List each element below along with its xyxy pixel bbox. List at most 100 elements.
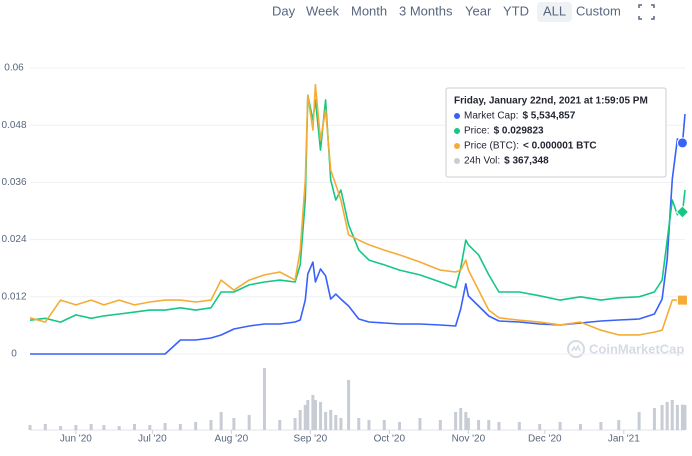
tooltip-value: $ 367,348 — [504, 156, 549, 167]
volume-bar — [313, 399, 317, 430]
range-button[interactable]: 3 Months — [399, 3, 453, 18]
volume-bar — [232, 417, 236, 430]
volume-bar — [382, 419, 386, 430]
tooltip-title: Friday, January 22nd, 2021 at 1:59:05 PM — [454, 96, 648, 107]
range-button[interactable]: Year — [465, 3, 492, 18]
volume-bar — [132, 423, 136, 430]
y-tick-label: 0 — [11, 349, 17, 360]
volume-bar — [293, 417, 297, 430]
volume-bar — [74, 424, 78, 430]
volume-bar — [329, 409, 333, 430]
volume-bar — [89, 423, 93, 430]
range-button[interactable]: Day — [272, 3, 296, 18]
tooltip-label: Price (BTC): — [464, 141, 519, 152]
x-tick-label: Nov '20 — [452, 434, 486, 445]
y-tick-label: 0.06 — [4, 63, 24, 74]
volume-bar — [247, 414, 251, 430]
volume-bar — [418, 417, 422, 430]
volume-bar — [163, 422, 167, 430]
x-tick-label: Jun '20 — [60, 434, 92, 445]
tooltip-dot — [454, 143, 460, 149]
range-button[interactable]: Month — [351, 3, 387, 18]
watermark: CoinMarketCap — [567, 340, 684, 358]
volume-bar — [670, 399, 674, 430]
selected-button-bg — [537, 2, 573, 22]
volume-bar — [517, 421, 521, 430]
volume-bar — [464, 411, 468, 430]
watermark-text: CoinMarketCap — [589, 341, 684, 356]
volume-bar — [303, 404, 307, 430]
volume-bar — [357, 417, 361, 430]
tooltip-box — [445, 87, 667, 178]
range-button[interactable]: Custom — [576, 3, 621, 18]
tooltip: Friday, January 22nd, 2021 at 1:59:05 PM… — [445, 87, 667, 178]
volume-bar — [579, 423, 583, 430]
fullscreen-icon[interactable] — [638, 4, 655, 20]
tooltip-dot — [454, 158, 460, 164]
range-button[interactable]: YTD — [503, 3, 529, 18]
x-tick-label: Sep '20 — [294, 434, 328, 445]
volume-bar — [298, 409, 302, 430]
volume-bar — [59, 425, 63, 430]
range-button[interactable]: Week — [306, 3, 339, 18]
volume-bar — [194, 421, 198, 430]
volume-bar — [652, 407, 656, 430]
volume-bar — [454, 411, 458, 430]
volume-bar — [459, 407, 463, 430]
hover-marker — [676, 137, 688, 149]
series-line — [30, 114, 686, 355]
volume-bar — [617, 419, 621, 430]
range-button[interactable]: ALL — [543, 3, 566, 18]
tooltip-label: Market Cap: — [464, 111, 518, 122]
volume-bar — [311, 394, 315, 430]
tooltip-value: $ 5,534,857 — [522, 111, 575, 122]
volume-bar — [438, 419, 442, 430]
hover-marker — [676, 294, 688, 306]
hover-marker — [675, 205, 690, 219]
volume-bar — [43, 423, 47, 430]
volume-bar — [102, 424, 106, 430]
volume-bar — [660, 404, 664, 430]
series-line — [29, 94, 686, 323]
x-tick-label: Jul '20 — [138, 434, 167, 445]
x-tick-label: Aug '20 — [215, 434, 249, 445]
y-tick-label: 0.048 — [1, 120, 26, 131]
volume-bar — [28, 424, 32, 430]
y-tick-label: 0.024 — [1, 234, 26, 245]
tooltip-value: < 0.000001 BTC — [523, 141, 597, 152]
volume-bar — [497, 421, 501, 430]
tooltip-label: 24h Vol: — [464, 156, 500, 167]
volume-bar — [680, 404, 684, 430]
volume-bar — [178, 423, 182, 430]
y-tick-label: 0.036 — [1, 177, 26, 188]
tooltip-dot — [454, 128, 460, 134]
volume-bar — [637, 411, 641, 430]
volume-bar — [324, 411, 328, 430]
volume-bar — [334, 414, 338, 430]
volume-bar — [398, 421, 402, 430]
volume-bar — [319, 401, 323, 430]
volume-bar — [339, 417, 343, 430]
x-tick-label: Jan '21 — [608, 434, 640, 445]
volume-bar — [278, 419, 282, 430]
volume-bar — [558, 421, 562, 430]
x-tick-label: Oct '20 — [374, 434, 406, 445]
volume-bar — [209, 419, 213, 430]
y-tick-label: 0.012 — [1, 291, 26, 302]
volume-bar — [675, 404, 679, 430]
volume-bar — [262, 367, 266, 430]
tooltip-label: Price: — [464, 126, 490, 137]
x-tick-label: Dec '20 — [528, 434, 562, 445]
volume-bar — [466, 417, 470, 430]
volume-bar — [538, 423, 542, 430]
volume-bar — [148, 424, 152, 430]
series-line — [29, 83, 685, 336]
volume-bar — [487, 419, 491, 430]
tooltip-value: $ 0.029823 — [494, 126, 544, 137]
volume-bar — [306, 399, 310, 430]
volume-bar — [219, 411, 223, 430]
volume-bar — [477, 419, 481, 430]
volume-bar — [367, 419, 371, 430]
